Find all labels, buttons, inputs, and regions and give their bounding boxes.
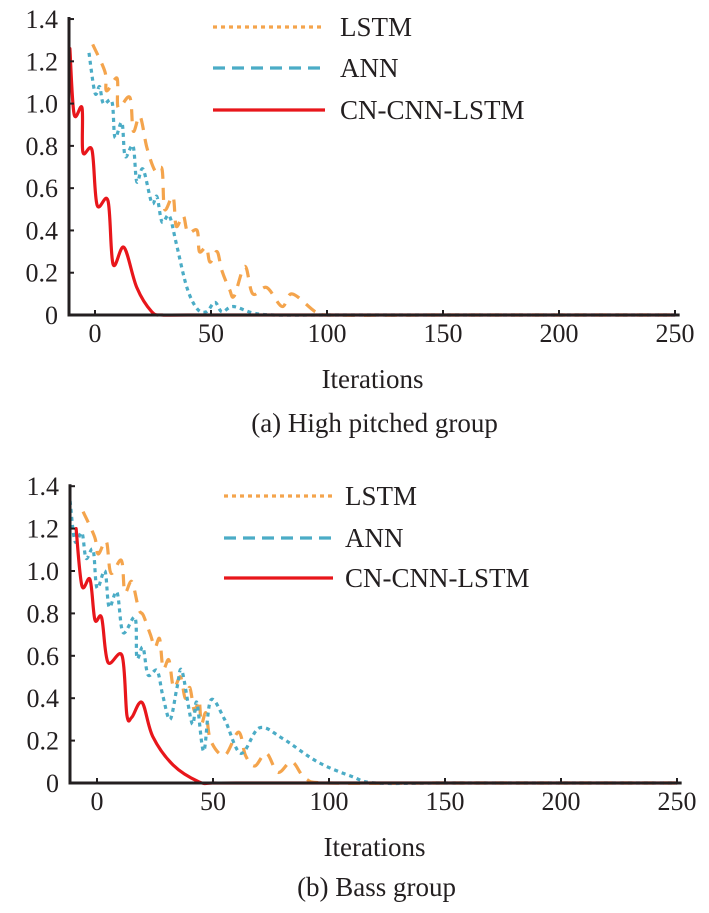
y-tick-label: 1.4 — [26, 5, 59, 34]
y-tick-label: 0.2 — [26, 259, 59, 288]
y-tick-label: 0.4 — [26, 216, 59, 245]
y-tick-label: 0.8 — [27, 599, 60, 628]
x-tick-label: 250 — [658, 787, 697, 816]
y-tick-label: 1.2 — [27, 515, 60, 544]
x-tick-label: 150 — [426, 787, 465, 816]
x-tick-label: 100 — [310, 787, 349, 816]
legend-label: LSTM — [345, 481, 417, 511]
series-line-cn-cnn-lstm — [68, 47, 677, 317]
x-axis-label: Iterations — [324, 832, 426, 862]
legend-label: CN-CNN-LSTM — [345, 563, 530, 593]
legend-label: CN-CNN-LSTM — [340, 95, 525, 125]
y-tick-label: 1.0 — [27, 557, 60, 586]
legend: LSTM ANN CN-CNN-LSTM — [213, 12, 525, 125]
y-tick-label: 0 — [46, 769, 59, 798]
x-tick-label: 50 — [200, 787, 226, 816]
series-line-ann — [87, 52, 675, 317]
chart-caption: (b) Bass group — [297, 872, 456, 902]
chart-caption: (a) High pitched group — [251, 408, 498, 438]
y-tick-label: 1.4 — [27, 472, 60, 501]
chart-a: 0 0.2 0.4 0.6 0.8 1.0 1.2 1.4 0 50 100 150 200 250 Ite… — [26, 5, 695, 438]
y-tick-label: 0.4 — [27, 684, 60, 713]
legend-label: ANN — [345, 523, 404, 553]
y-tick-label: 0.6 — [27, 642, 60, 671]
y-tick-label: 0.8 — [26, 132, 59, 161]
x-tick-label: 50 — [198, 319, 224, 348]
x-tick-label: 150 — [424, 319, 463, 348]
legend-label: ANN — [340, 53, 399, 83]
x-tick-label: 250 — [656, 319, 695, 348]
y-tick-label: 0 — [45, 301, 58, 330]
x-tick-label: 0 — [89, 319, 102, 348]
x-tick-label: 100 — [308, 319, 347, 348]
x-tick-label: 200 — [540, 319, 579, 348]
legend: LSTM ANN CN-CNN-LSTM — [224, 481, 530, 593]
y-tick-label: 1.2 — [26, 47, 59, 76]
series-line-lstm — [91, 43, 675, 317]
series-line-ann — [68, 500, 677, 786]
series-line-lstm — [81, 510, 677, 785]
y-tick-label: 1.0 — [26, 90, 59, 119]
x-tick-label: 200 — [542, 787, 581, 816]
x-tick-label: 0 — [91, 787, 104, 816]
y-tick-label: 0.2 — [27, 727, 60, 756]
x-axis-label: Iterations — [322, 364, 424, 394]
chart-b: 0 0.2 0.4 0.6 0.8 1.0 1.2 1.4 0 50 100 150 200 250 Ite… — [27, 472, 697, 902]
y-tick-label: 0.6 — [26, 174, 59, 203]
legend-label: LSTM — [340, 12, 412, 42]
